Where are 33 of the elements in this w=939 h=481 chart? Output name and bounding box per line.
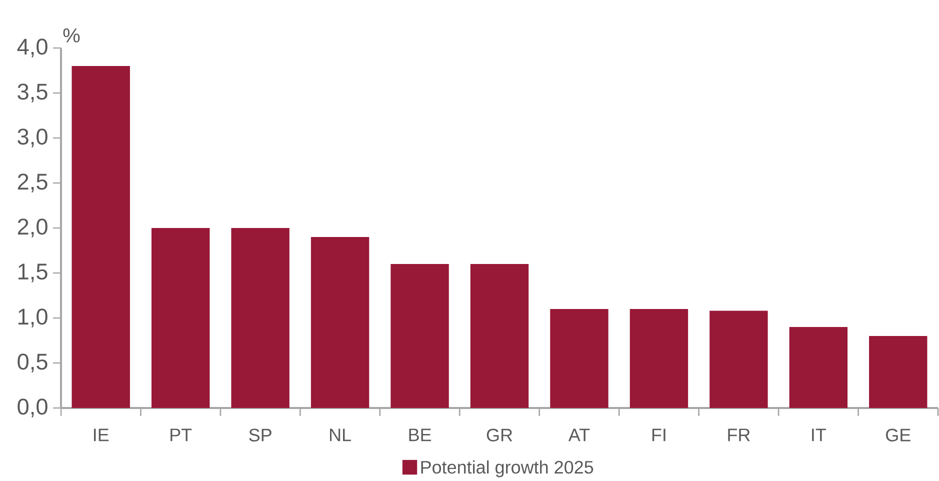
x-tick-label: AT (568, 428, 590, 442)
x-tick-label: GR (486, 428, 512, 442)
bar (710, 310, 768, 408)
x-tick-label: GE (886, 428, 910, 442)
y-tick-label: 1,0 (18, 308, 48, 328)
bar (151, 228, 210, 408)
bar (550, 309, 608, 408)
x-tick-label: PT (170, 428, 192, 442)
x-tick-label: FR (728, 428, 750, 442)
bar (630, 309, 688, 408)
y-tick-label: 1,5 (18, 264, 48, 282)
x-tick-label: SP (249, 428, 272, 442)
y-tick-label: 2,5 (18, 174, 48, 192)
x-tick-label: IE (94, 428, 109, 442)
bar (231, 228, 290, 408)
x-tick-label: IT (812, 428, 826, 442)
bar (390, 264, 449, 408)
bar (789, 327, 848, 408)
y-tick-label: 0,5 (18, 354, 48, 372)
bar (310, 237, 370, 408)
y-tick-label: 4,0 (17, 38, 48, 58)
x-tick-label: NL (330, 428, 351, 442)
y-axis-title: % (63, 28, 80, 43)
y-tick-label: 3,0 (18, 128, 48, 148)
bar (869, 336, 928, 408)
x-tick-label: FI (652, 428, 666, 442)
y-tick-label: 0,0 (18, 398, 48, 418)
bar (470, 264, 529, 408)
bar (72, 66, 130, 408)
legend-label: Potential growth 2025 (421, 460, 594, 478)
x-tick-label: BE (409, 428, 432, 442)
y-tick-label: 3,5 (18, 84, 48, 102)
y-tick-label: 2,0 (18, 218, 48, 238)
